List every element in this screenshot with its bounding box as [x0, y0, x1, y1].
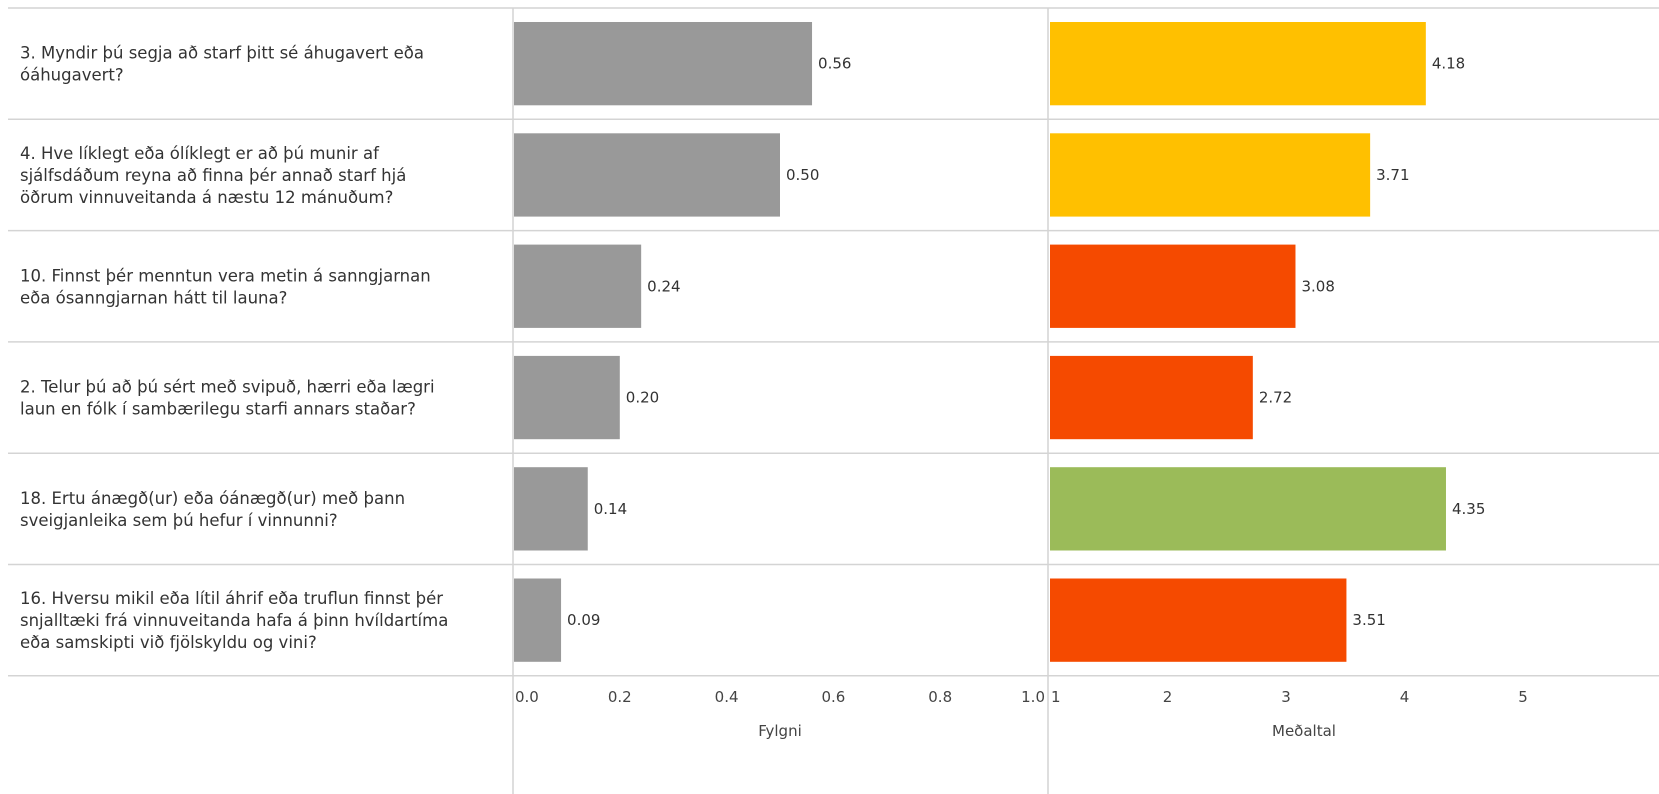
- data-label: 0.50: [786, 166, 819, 184]
- tick-label: 0.0: [515, 688, 539, 706]
- data-label: 3.71: [1376, 166, 1409, 184]
- axis-title: Fylgni: [758, 722, 802, 740]
- bar: [514, 22, 813, 106]
- bar: [514, 244, 642, 328]
- tick-label: 0.4: [715, 688, 739, 706]
- data-label: 4.35: [1452, 500, 1485, 518]
- tick-label: 2: [1163, 688, 1173, 706]
- category-label: 4. Hve líklegt eða ólíklegt er að þú mun…: [20, 144, 406, 207]
- bar: [514, 578, 562, 662]
- data-label: 0.24: [647, 277, 680, 295]
- bar: [514, 467, 588, 551]
- bar: [1050, 22, 1426, 106]
- bar: [1050, 244, 1296, 328]
- tick-label: 1.0: [1021, 688, 1045, 706]
- bar: [1050, 578, 1347, 662]
- category-label: 3. Myndir þú segja að starf þitt sé áhug…: [20, 44, 424, 85]
- category-label: 2. Telur þú að þú sért með svipuð, hærri…: [20, 378, 435, 419]
- data-label: 2.72: [1259, 389, 1292, 407]
- axis-title: Meðaltal: [1272, 722, 1336, 740]
- data-label: 0.14: [594, 500, 627, 518]
- category-label: 16. Hversu mikil eða lítil áhrif eða tru…: [20, 589, 448, 652]
- data-label: 0.20: [626, 389, 659, 407]
- category-label: 18. Ertu ánægð(ur) eða óánægð(ur) með þa…: [20, 489, 405, 530]
- tick-label: 4: [1400, 688, 1410, 706]
- tick-label: 0.6: [821, 688, 845, 706]
- data-label: 3.51: [1352, 611, 1385, 629]
- bar: [1050, 355, 1253, 440]
- data-label: 0.09: [567, 611, 600, 629]
- tick-label: 3: [1281, 688, 1291, 706]
- tick-label: 5: [1518, 688, 1528, 706]
- tick-label: 1: [1051, 688, 1061, 706]
- bar: [514, 355, 620, 440]
- data-label: 3.08: [1301, 277, 1334, 295]
- bar: [1050, 467, 1446, 551]
- category-label: 10. Finnst þér menntun vera metin á sann…: [20, 266, 431, 307]
- bar: [514, 133, 780, 217]
- tick-label: 0.8: [928, 688, 952, 706]
- bar: [1050, 133, 1371, 217]
- tick-label: 0.2: [608, 688, 632, 706]
- data-label: 4.18: [1432, 55, 1465, 73]
- data-label: 0.56: [818, 55, 851, 73]
